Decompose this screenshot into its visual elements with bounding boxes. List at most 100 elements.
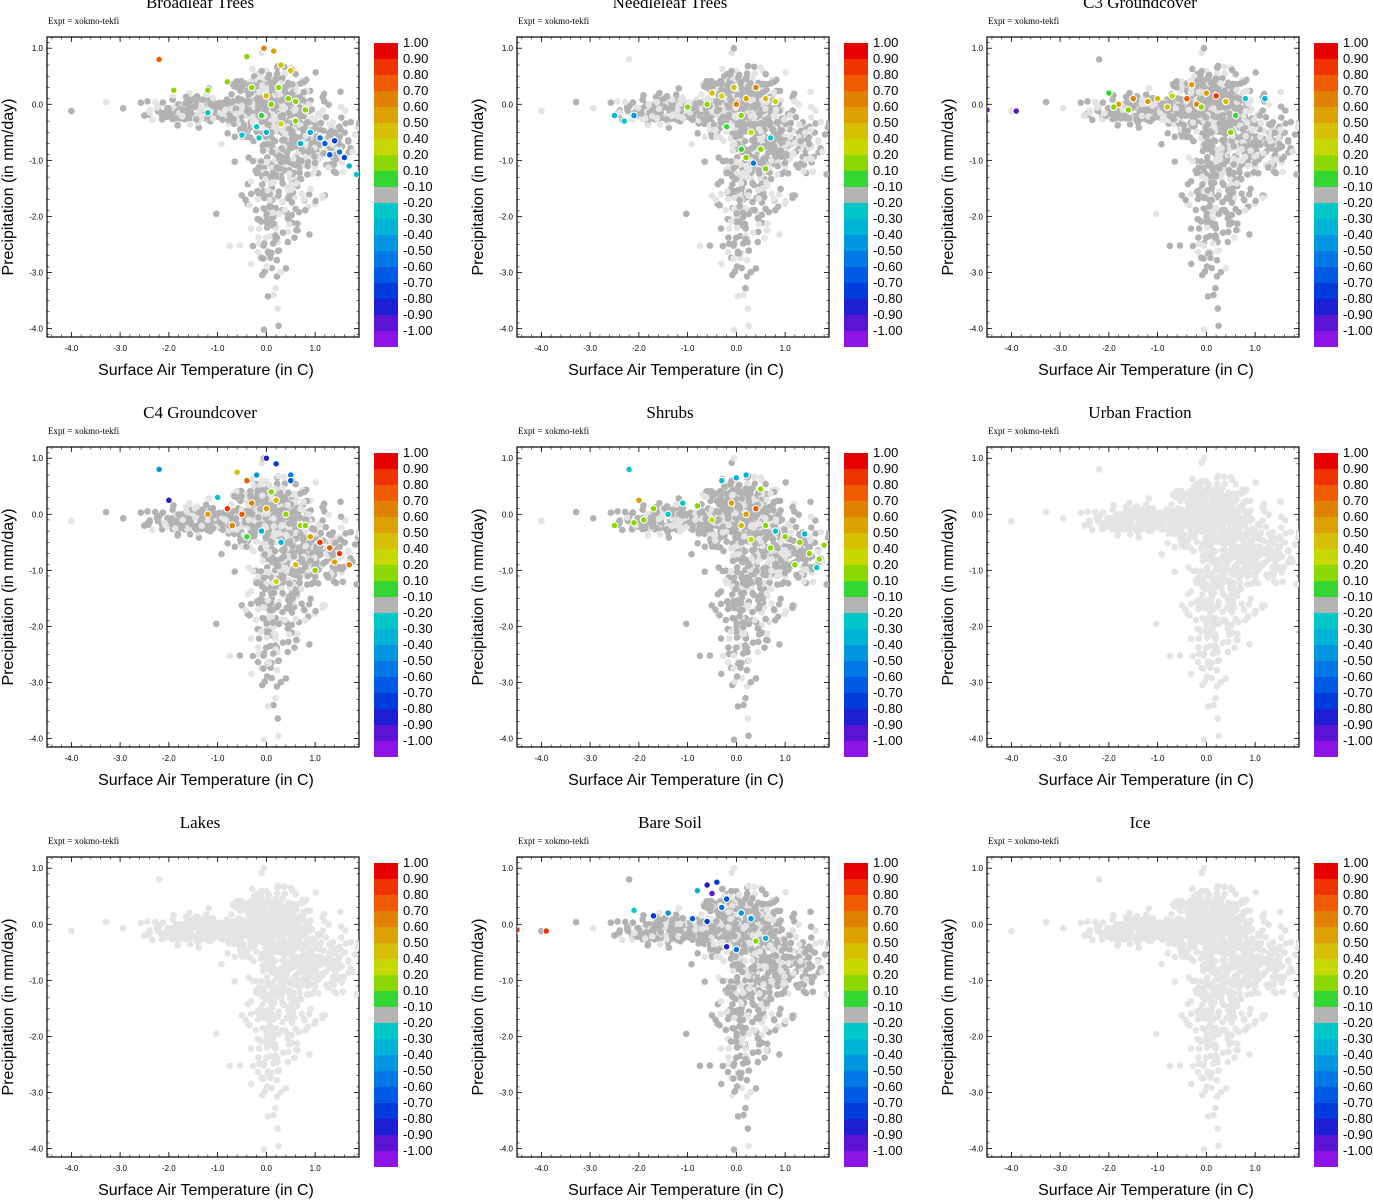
colorbar-segment bbox=[1314, 59, 1338, 75]
scatter-point bbox=[268, 148, 276, 156]
scatter-point bbox=[719, 113, 727, 121]
scatter-point bbox=[1225, 228, 1232, 236]
scatter-point bbox=[1202, 133, 1209, 141]
colorbar-label: -0.60 bbox=[873, 259, 903, 274]
scatter-point bbox=[230, 116, 238, 123]
scatter-point bbox=[828, 133, 829, 136]
scatter-point bbox=[102, 508, 110, 516]
scatter-point bbox=[738, 85, 746, 92]
scatter-point bbox=[270, 113, 278, 120]
scatter-point bbox=[209, 94, 217, 102]
scatter-point bbox=[297, 80, 304, 87]
scatter-point bbox=[1208, 148, 1216, 156]
scatter-point bbox=[786, 133, 794, 141]
scatter-point bbox=[1084, 98, 1091, 105]
scatter-point bbox=[754, 91, 762, 99]
scatter-point bbox=[198, 522, 206, 530]
scatter-point bbox=[347, 118, 355, 126]
scatter-point bbox=[191, 505, 198, 512]
scatter-layer bbox=[68, 44, 366, 334]
scatter-point bbox=[777, 185, 784, 193]
scatter-point bbox=[359, 136, 366, 143]
highlight-point bbox=[277, 61, 285, 69]
scatter-point bbox=[171, 115, 179, 122]
scatter-point bbox=[738, 129, 745, 136]
scatter-point bbox=[271, 137, 279, 145]
scatter-point bbox=[137, 99, 145, 106]
highlight-point bbox=[747, 128, 755, 137]
scatter-point bbox=[255, 225, 263, 232]
y-tick-label: -4.0 bbox=[969, 325, 983, 334]
scatter-point bbox=[1158, 140, 1165, 148]
colorbar-label: 0.50 bbox=[403, 115, 428, 130]
scatter-point bbox=[331, 129, 339, 136]
scatter-point bbox=[1195, 234, 1202, 241]
scatter-point bbox=[1222, 265, 1230, 272]
scatter-point bbox=[1230, 161, 1237, 168]
colorbar-segment bbox=[1314, 123, 1338, 139]
scatter-point bbox=[260, 205, 268, 212]
scatter-point bbox=[1237, 175, 1245, 183]
scatter-point bbox=[312, 479, 319, 486]
scatter-point bbox=[262, 100, 269, 107]
scatter-point bbox=[1126, 120, 1134, 128]
scatter-point bbox=[717, 260, 725, 268]
scatter-point bbox=[711, 126, 719, 134]
scatter-point bbox=[774, 162, 782, 170]
x-tick-label: -1.0 bbox=[211, 344, 225, 353]
scatter-point bbox=[770, 196, 778, 203]
colorbar-segment bbox=[1314, 107, 1338, 123]
scatter-point bbox=[1203, 158, 1211, 166]
scatter-point bbox=[1178, 192, 1186, 199]
scatter-point bbox=[735, 71, 743, 79]
highlight-point bbox=[1241, 94, 1250, 103]
colorbar-label: 1.00 bbox=[1343, 35, 1368, 50]
y-tick-label: 1.0 bbox=[502, 44, 514, 53]
scatter-point bbox=[723, 188, 731, 195]
colorbar-segment bbox=[374, 187, 398, 203]
scatter-point bbox=[260, 326, 268, 334]
colorbar-segment bbox=[374, 251, 398, 267]
y-tick-label: 1.0 bbox=[972, 44, 984, 53]
scatter-point bbox=[730, 44, 738, 52]
scatter-point bbox=[300, 96, 307, 104]
y-tick-label: -1.0 bbox=[969, 156, 983, 165]
scatter-point bbox=[258, 67, 265, 75]
scatter-point bbox=[730, 255, 737, 262]
scatter-point bbox=[731, 268, 739, 275]
scatter-point bbox=[342, 530, 349, 537]
colorbar-label: -0.60 bbox=[1343, 259, 1373, 274]
scatter-point bbox=[270, 123, 278, 130]
scatter-point bbox=[655, 105, 663, 113]
scatter-point bbox=[686, 109, 694, 116]
scatter-point bbox=[209, 115, 217, 122]
colorbar-segment bbox=[374, 299, 398, 315]
colorbar-segment bbox=[1314, 75, 1338, 91]
scatter-point bbox=[1240, 196, 1248, 203]
scatter-point bbox=[267, 179, 275, 187]
colorbar-segment bbox=[374, 75, 398, 91]
scatter-point bbox=[261, 194, 268, 202]
scatter-point bbox=[310, 169, 318, 176]
scatter-point bbox=[761, 234, 768, 241]
highlight-point bbox=[766, 134, 775, 142]
scatter-point bbox=[696, 99, 704, 107]
y-tick-label: -3.0 bbox=[499, 269, 513, 278]
scatter-point bbox=[805, 133, 812, 141]
colorbar-label: 0.10 bbox=[1343, 163, 1368, 178]
scatter-point bbox=[231, 543, 239, 551]
x-tick-label: 0.0 bbox=[1201, 344, 1213, 353]
scatter-point bbox=[311, 116, 318, 123]
scatter-point bbox=[284, 501, 292, 509]
scatter-point bbox=[305, 511, 312, 518]
scatter-point bbox=[762, 105, 769, 112]
scatter-point bbox=[247, 260, 255, 268]
expt-label: Expt = xokmo-tekfi bbox=[988, 16, 1060, 26]
scatter-point bbox=[1219, 75, 1226, 82]
colorbar-label: -1.00 bbox=[403, 323, 433, 338]
x-tick-label: -4.0 bbox=[64, 754, 78, 763]
scatter-point bbox=[778, 127, 786, 134]
colorbar-label: -0.20 bbox=[403, 195, 433, 210]
highlight-point bbox=[204, 86, 212, 95]
scatter-point bbox=[689, 116, 696, 124]
